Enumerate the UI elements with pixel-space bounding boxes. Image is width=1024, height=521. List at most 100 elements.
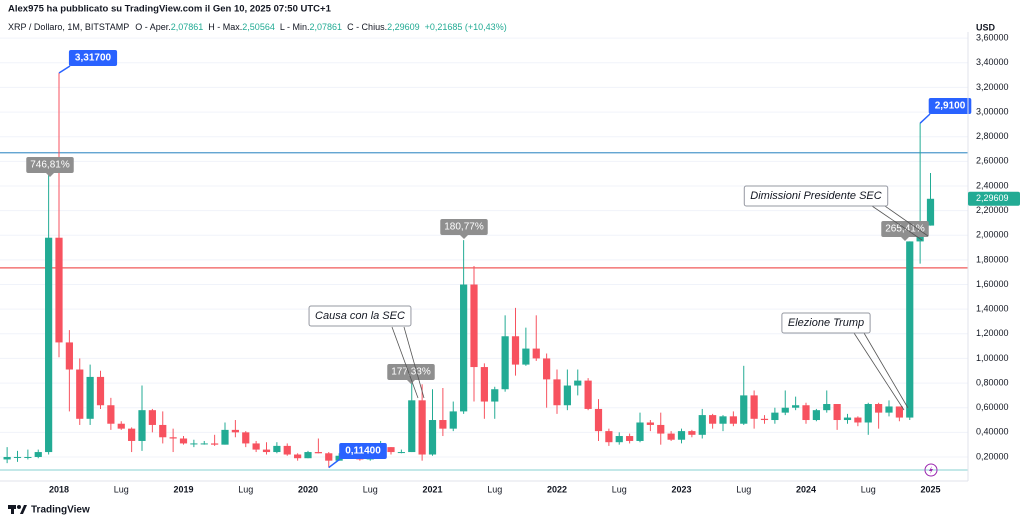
- candle-body: [397, 452, 405, 454]
- candle-body: [792, 405, 800, 408]
- legend-label: C - Chius.: [347, 22, 387, 32]
- x-tick-label: 2020: [298, 484, 318, 494]
- candle-body: [864, 404, 872, 423]
- candle-body: [511, 336, 520, 365]
- candle-body: [179, 438, 188, 444]
- legend-value: 2,07861: [310, 22, 343, 32]
- note-box: [743, 185, 889, 207]
- y-tick-label: 3,60000: [976, 33, 1009, 43]
- percent-label-box: [440, 219, 488, 235]
- candle-body: [128, 428, 136, 441]
- x-tick-label: Lug: [612, 484, 627, 494]
- candle-body: [543, 358, 551, 380]
- note: Elezione Trump: [788, 317, 864, 329]
- candle-body: [501, 336, 509, 390]
- note-pointer: [863, 332, 909, 409]
- candle-body: [138, 410, 146, 441]
- candle-body: [626, 436, 634, 441]
- legend-label: O - Aper.: [135, 22, 171, 32]
- candle-body: [3, 456, 11, 460]
- percent-pointer: [407, 380, 415, 384]
- percent-pointer: [46, 173, 54, 177]
- y-tick-label: 1,60000: [976, 279, 1009, 289]
- y-tick-label: 2,20000: [976, 205, 1009, 215]
- candle-body: [283, 445, 291, 455]
- candle-body: [605, 431, 613, 443]
- candle-body: [470, 284, 478, 368]
- y-tick-label: 0,20000: [976, 451, 1009, 461]
- candle-body: [833, 404, 841, 421]
- candle-body: [875, 404, 883, 413]
- candle-body: [709, 415, 717, 424]
- candle-body: [325, 453, 333, 461]
- candle-body: [24, 456, 32, 458]
- plot-area: [0, 73, 968, 471]
- annotations: 3,31700 0,11400 2,9100 746,81% 180,77% 177,33…: [26, 50, 972, 469]
- y-tick-label: 3,20000: [976, 82, 1009, 92]
- x-tick-label: 2018: [49, 484, 69, 494]
- price-label: 3,31700: [75, 53, 112, 64]
- tradingview-logo: [8, 505, 27, 514]
- note: Causa con la SEC: [315, 310, 405, 322]
- y-tick-label: 0,60000: [976, 402, 1009, 412]
- legend-title: XRP / Dollaro, 1M, BITSTAMP: [8, 22, 129, 32]
- candle-body: [553, 379, 561, 406]
- y-tick-label: 1,40000: [976, 304, 1009, 314]
- candle-body: [34, 452, 42, 457]
- x-tick-label: 2024: [796, 484, 816, 494]
- legend-value: 2,07861: [171, 22, 204, 32]
- note-box: [781, 312, 871, 334]
- x-tick-label: 2023: [671, 484, 691, 494]
- candle-body: [574, 380, 582, 386]
- price-pointer: [58, 65, 71, 74]
- candle-body: [65, 342, 73, 370]
- candle-body: [802, 405, 810, 421]
- price-label-box: [339, 443, 387, 459]
- candle-body: [926, 198, 935, 226]
- candle-body: [86, 376, 94, 419]
- candle-body: [812, 410, 820, 421]
- y-tick-label: 2,60000: [976, 156, 1009, 166]
- candle-body: [408, 400, 416, 453]
- price-pointer: [919, 113, 931, 124]
- candle-body: [615, 436, 623, 443]
- candle-body: [760, 418, 769, 421]
- candle-body: [823, 404, 831, 411]
- legend-change: +0,21685 (+10,43%): [425, 22, 507, 32]
- price-label-box: [928, 98, 972, 114]
- candle-body: [55, 237, 63, 343]
- y-tick-label: 2,40000: [976, 180, 1009, 190]
- x-tick-label: Lug: [861, 484, 876, 494]
- y-tick-label: 1,00000: [976, 353, 1009, 363]
- candle-body: [885, 406, 893, 413]
- candle-body: [480, 367, 488, 402]
- candle-body: [335, 455, 343, 461]
- candle-body: [636, 422, 644, 441]
- x-tick-label: 2022: [547, 484, 567, 494]
- y-tick-label: 3,40000: [976, 57, 1009, 67]
- x-tick-label: Lug: [114, 484, 129, 494]
- candle-body: [231, 429, 239, 433]
- legend-label: L - Min.: [280, 22, 310, 32]
- candle-body: [211, 443, 219, 445]
- x-tick-label: 2019: [173, 484, 193, 494]
- percent-label-box: [387, 364, 435, 380]
- candle-body: [657, 424, 665, 434]
- price-label-box: [68, 50, 118, 66]
- legend: XRP / Dollaro, 1M, BITSTAMP O - Aper.2,07…: [8, 22, 507, 32]
- candle-body: [304, 452, 312, 459]
- y-tick-label: 0,80000: [976, 377, 1009, 387]
- legend-value: 2,29609: [387, 22, 420, 32]
- candle-body: [428, 420, 437, 455]
- brand: TradingView: [31, 505, 90, 516]
- note-pointer: [853, 332, 905, 411]
- candle-body: [221, 429, 229, 445]
- candle-body: [314, 452, 322, 454]
- candle-body: [439, 420, 447, 429]
- percent-label-box: [26, 157, 74, 173]
- publisher: Alex975 ha pubblicato su TradingView.com…: [8, 4, 332, 15]
- percent-label: 265,41%: [885, 224, 925, 235]
- note-pointer: [871, 205, 923, 241]
